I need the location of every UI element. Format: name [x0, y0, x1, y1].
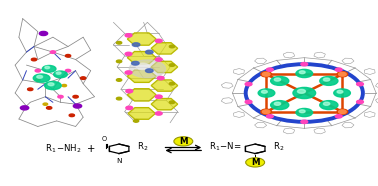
Circle shape: [266, 115, 273, 118]
Circle shape: [337, 90, 343, 93]
Circle shape: [169, 45, 175, 48]
Text: $+$: $+$: [86, 143, 95, 154]
Circle shape: [116, 41, 122, 44]
Circle shape: [293, 87, 316, 99]
Circle shape: [271, 101, 289, 110]
Circle shape: [262, 90, 267, 93]
Circle shape: [50, 51, 56, 53]
Circle shape: [73, 104, 82, 108]
Circle shape: [129, 60, 166, 78]
Circle shape: [65, 69, 71, 72]
Text: M: M: [251, 158, 259, 167]
Circle shape: [54, 71, 67, 78]
Circle shape: [266, 68, 273, 71]
Circle shape: [299, 110, 305, 113]
Circle shape: [262, 72, 270, 76]
Circle shape: [261, 72, 271, 77]
Circle shape: [324, 102, 330, 105]
Circle shape: [296, 108, 313, 117]
Circle shape: [334, 89, 350, 97]
Text: M: M: [179, 137, 187, 146]
Text: $\rm R_1{-}N\!=\!$: $\rm R_1{-}N\!=\!$: [209, 141, 242, 153]
Circle shape: [274, 102, 280, 105]
Circle shape: [126, 106, 133, 110]
Circle shape: [301, 62, 308, 66]
Circle shape: [65, 54, 71, 57]
Circle shape: [339, 110, 346, 114]
Circle shape: [46, 107, 52, 109]
Circle shape: [320, 76, 338, 85]
Circle shape: [35, 69, 40, 72]
Circle shape: [125, 52, 132, 56]
Circle shape: [157, 76, 164, 80]
Circle shape: [261, 109, 271, 114]
Circle shape: [133, 120, 139, 122]
Circle shape: [274, 78, 280, 81]
Circle shape: [271, 76, 289, 85]
Circle shape: [320, 101, 338, 110]
Text: $\rm N$: $\rm N$: [116, 156, 122, 165]
Circle shape: [335, 115, 342, 118]
Circle shape: [339, 72, 346, 76]
Text: $\rm R_2$: $\rm R_2$: [273, 141, 285, 153]
Circle shape: [31, 58, 37, 61]
Circle shape: [174, 137, 193, 146]
Circle shape: [69, 114, 74, 117]
Circle shape: [146, 69, 153, 73]
Circle shape: [132, 61, 139, 65]
Circle shape: [33, 74, 50, 82]
Circle shape: [37, 75, 43, 78]
Circle shape: [356, 100, 363, 104]
Circle shape: [116, 60, 122, 63]
Circle shape: [258, 89, 275, 97]
Circle shape: [296, 69, 313, 78]
Circle shape: [246, 158, 265, 167]
Circle shape: [245, 82, 252, 86]
Circle shape: [301, 120, 308, 124]
Circle shape: [36, 79, 40, 81]
Circle shape: [45, 81, 61, 90]
Circle shape: [73, 95, 78, 98]
Circle shape: [155, 95, 162, 98]
Circle shape: [262, 110, 270, 114]
Circle shape: [20, 106, 29, 110]
Circle shape: [136, 63, 150, 70]
Circle shape: [56, 72, 61, 74]
Circle shape: [132, 43, 140, 46]
Circle shape: [28, 88, 33, 91]
Circle shape: [45, 66, 50, 69]
Circle shape: [169, 101, 175, 104]
Circle shape: [324, 78, 330, 81]
Text: $\rm O$: $\rm O$: [101, 134, 107, 143]
Circle shape: [155, 112, 162, 115]
Circle shape: [126, 89, 133, 93]
Circle shape: [169, 64, 175, 66]
Circle shape: [48, 83, 54, 86]
Circle shape: [299, 71, 305, 74]
Circle shape: [125, 71, 132, 74]
Circle shape: [337, 109, 348, 114]
Circle shape: [155, 39, 162, 43]
Circle shape: [169, 82, 175, 85]
Circle shape: [337, 72, 348, 77]
Circle shape: [335, 68, 342, 71]
Circle shape: [39, 31, 48, 36]
Circle shape: [116, 97, 122, 100]
Circle shape: [81, 77, 86, 79]
Text: $\rm R_1$: $\rm R_1$: [45, 142, 56, 155]
Text: $\rm R_2$: $\rm R_2$: [137, 141, 149, 153]
Circle shape: [297, 89, 305, 93]
Circle shape: [58, 95, 63, 98]
Circle shape: [155, 58, 162, 61]
Text: $\rm N$: $\rm N$: [252, 156, 259, 165]
Circle shape: [356, 82, 363, 86]
Text: $\rm{-NH_2}$: $\rm{-NH_2}$: [56, 142, 82, 155]
Circle shape: [146, 50, 153, 54]
Circle shape: [116, 79, 122, 81]
Circle shape: [125, 34, 132, 37]
Circle shape: [42, 65, 56, 72]
Circle shape: [62, 84, 67, 87]
Circle shape: [43, 103, 48, 105]
Circle shape: [245, 100, 252, 104]
